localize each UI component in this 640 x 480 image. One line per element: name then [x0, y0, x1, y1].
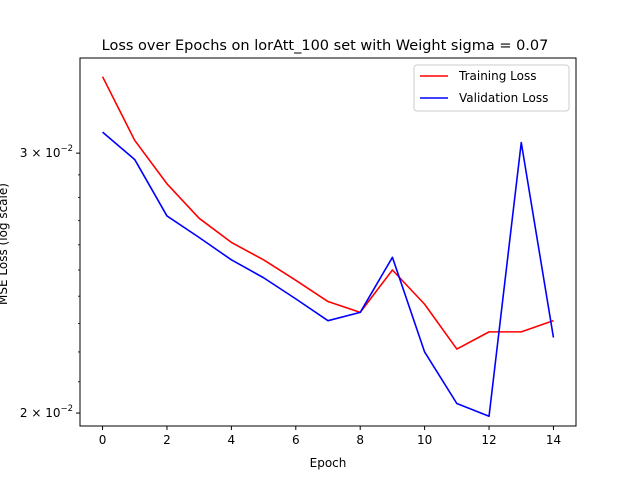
- legend: Training Loss Validation Loss: [413, 64, 570, 112]
- plot-frame: [79, 57, 577, 427]
- legend-label-validation-loss: Validation Loss: [459, 91, 548, 105]
- x-axis-label: Epoch: [310, 456, 347, 470]
- x-tick-label: 10: [417, 433, 432, 447]
- x-tick-label: 4: [228, 433, 236, 447]
- x-tick-label: 14: [546, 433, 561, 447]
- x-tick-label: 6: [292, 433, 300, 447]
- y-tick-label: 2 × 10−2: [20, 404, 73, 420]
- legend-label-training-loss: Training Loss: [458, 69, 536, 83]
- y-axis-label: MSE Loss (log scale): [0, 183, 10, 305]
- x-tick-label: 8: [356, 433, 364, 447]
- y-axis: 2 × 10−2 3 × 10−2: [20, 144, 80, 420]
- plot-area: [79, 57, 577, 427]
- series-line-validation-loss: [102, 131, 555, 418]
- chart-title: Loss over Epochs on lorAtt_100 set with …: [102, 38, 549, 54]
- legend-box: [413, 64, 570, 112]
- series-line-training-loss: [101, 76, 554, 350]
- x-tick-label: 2: [163, 433, 171, 447]
- y-tick-label: 3 × 10−2: [20, 144, 73, 160]
- x-tick-label: 12: [481, 433, 496, 447]
- x-axis: 0 2 4 6 8 10 12 14: [99, 426, 561, 447]
- x-tick-label: 0: [99, 433, 107, 447]
